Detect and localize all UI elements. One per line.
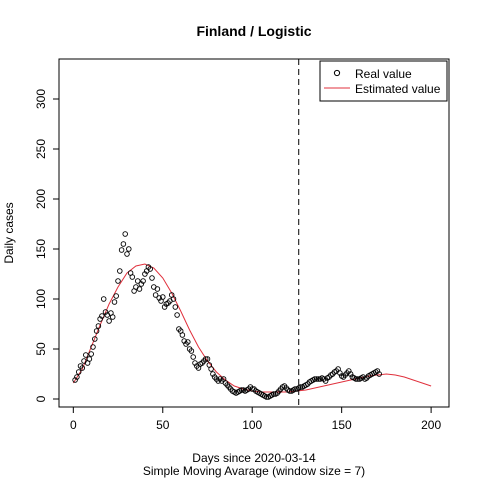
y-tick-label: 50 (34, 342, 48, 356)
real-point (106, 318, 112, 324)
real-point (111, 299, 118, 305)
real-point (210, 371, 216, 377)
real-point (204, 356, 211, 362)
x-axis-subtitle: Simple Moving Avarage (window size = 7) (143, 464, 365, 478)
real-point (161, 304, 168, 310)
real-point (74, 374, 80, 380)
real-point (115, 278, 121, 284)
y-axis: 0 50 100 150 200 250 300 (34, 89, 59, 402)
real-point (315, 376, 322, 382)
legend-estimated-label: Estimated value (355, 82, 441, 96)
real-point (154, 286, 161, 292)
chart-title: Finland / Logistic (196, 23, 311, 39)
real-point (238, 387, 245, 393)
real-point (152, 292, 159, 298)
real-point (149, 275, 155, 281)
real-point (297, 384, 304, 390)
legend: Real value Estimated value (319, 60, 448, 102)
legend-box (319, 60, 448, 102)
real-point (270, 391, 277, 397)
real-point (174, 312, 180, 318)
x-tick-label: 200 (421, 418, 441, 432)
real-point (313, 376, 320, 382)
real-point (188, 348, 195, 354)
real-point (99, 313, 105, 319)
y-tick-label: 100 (34, 289, 48, 309)
real-point (172, 304, 179, 310)
real-point (100, 296, 107, 302)
real-point (129, 274, 136, 280)
real-point (79, 365, 86, 371)
real-point (117, 268, 123, 274)
x-tick-label: 150 (332, 418, 352, 432)
x-axis-label: Days since 2020-03-14 (192, 451, 316, 465)
real-point (120, 241, 127, 247)
real-point (134, 278, 141, 284)
real-point (126, 246, 132, 252)
real-point (113, 293, 119, 299)
real-point (136, 286, 143, 292)
y-axis-label: Daily cases (2, 202, 16, 263)
y-tick-label: 200 (34, 189, 48, 209)
real-point (90, 344, 96, 350)
real-point (170, 296, 177, 302)
real-point (185, 339, 191, 345)
real-point (322, 378, 329, 384)
real-point (88, 351, 94, 357)
real-point (160, 294, 166, 300)
real-point (376, 371, 382, 377)
real-point (86, 356, 93, 362)
real-point (287, 388, 293, 394)
real-point (353, 376, 359, 382)
real-point (93, 328, 100, 334)
x-tick-label: 0 (70, 418, 77, 432)
real-point (124, 251, 130, 257)
real-point (292, 386, 298, 392)
legend-real-label: Real value (355, 67, 412, 81)
x-axis: 0 50 100 150 200 (70, 407, 441, 432)
real-point (208, 366, 214, 372)
real-point (122, 231, 128, 237)
real-point (190, 354, 196, 360)
real-point (109, 314, 116, 320)
x-tick-label: 50 (156, 418, 170, 432)
real-point (75, 369, 82, 375)
real-point (312, 376, 318, 382)
real-point (118, 247, 125, 253)
legend-real-marker (333, 69, 341, 77)
y-tick-label: 250 (34, 139, 48, 159)
real-point (147, 266, 153, 272)
real-point (179, 332, 186, 338)
real-point (95, 323, 102, 329)
real-point (202, 356, 209, 362)
y-tick-label: 300 (34, 89, 48, 109)
y-tick-label: 0 (34, 395, 48, 402)
plot-frame (58, 58, 450, 408)
real-point (83, 352, 89, 358)
real-point (263, 394, 270, 400)
y-tick-label: 150 (34, 239, 48, 259)
x-tick-label: 100 (242, 418, 262, 432)
real-point (92, 336, 98, 342)
real-point (355, 376, 361, 382)
real-point (140, 278, 146, 284)
series-real-value (72, 231, 382, 400)
